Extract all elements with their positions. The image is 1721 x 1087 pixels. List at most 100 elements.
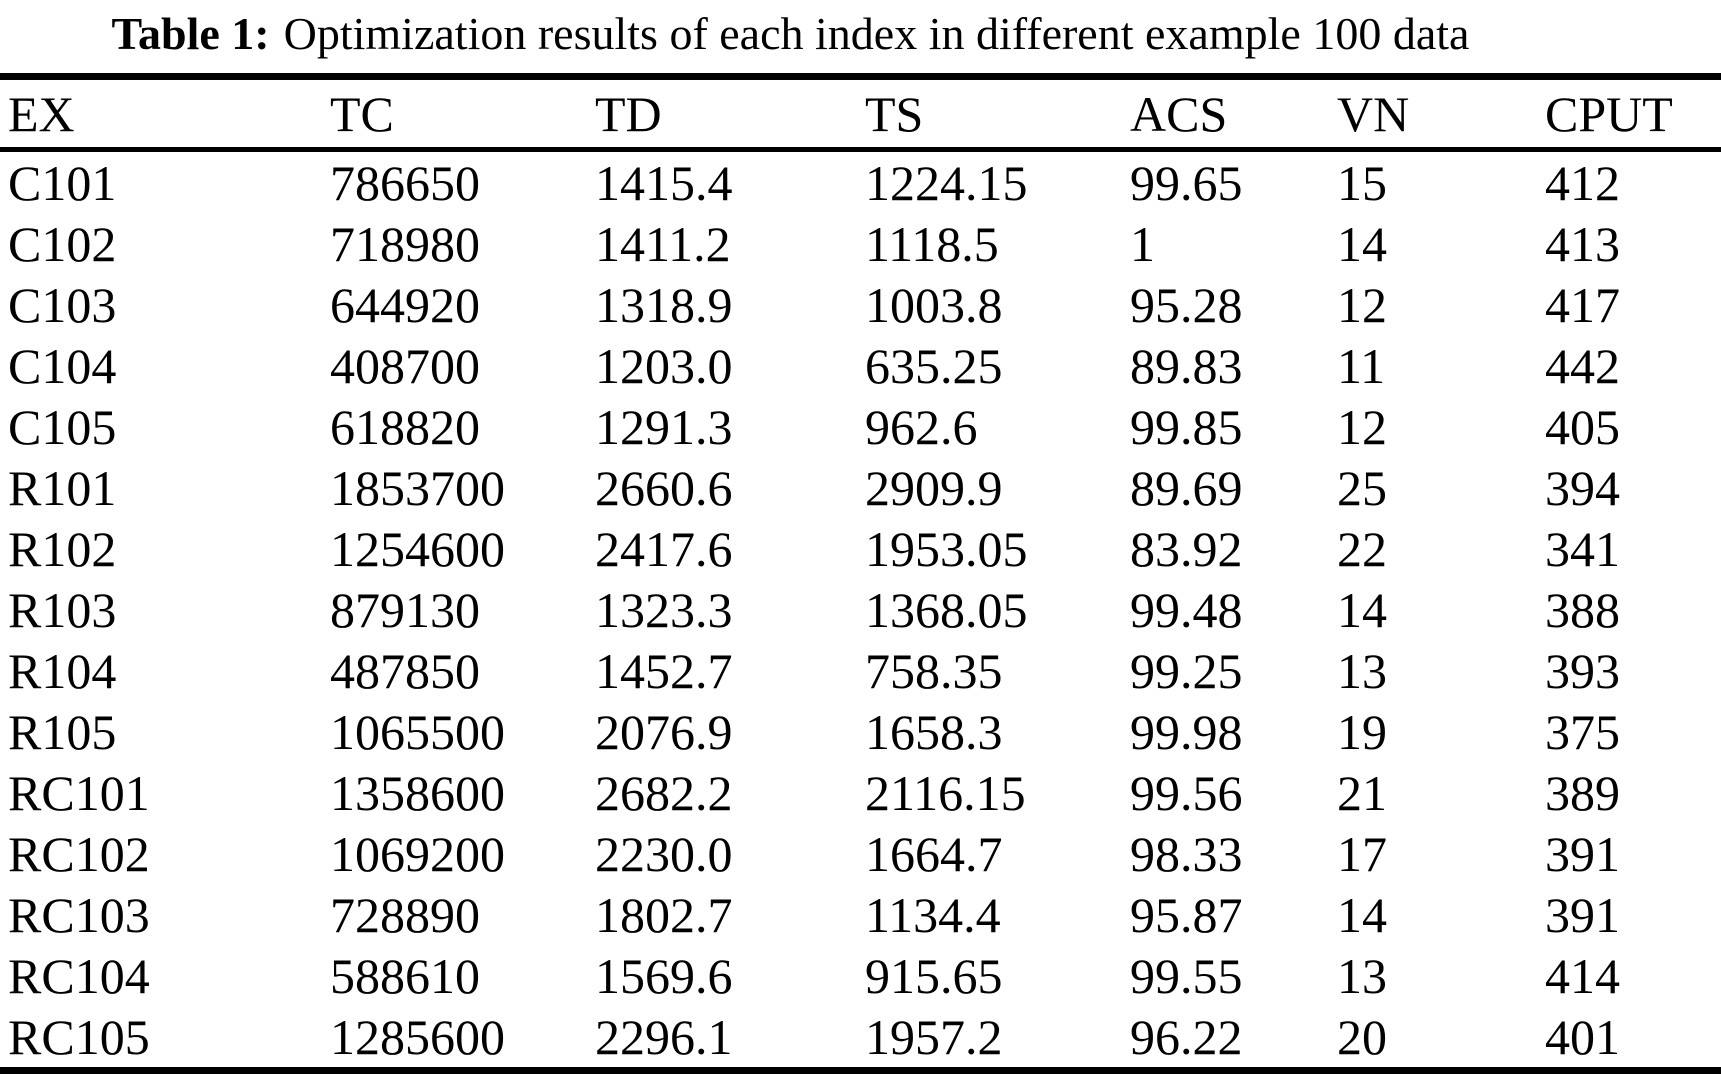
cell-tc: 588610	[330, 947, 480, 1004]
cell-ts: 635.25	[865, 337, 1003, 394]
cell-acs: 99.85	[1130, 398, 1243, 455]
cell-acs: 96.22	[1130, 1008, 1243, 1065]
cell-vn: 22	[1337, 520, 1387, 577]
cell-vn: 13	[1337, 947, 1387, 1004]
cell-tc: 1065500	[330, 703, 505, 760]
cell-vn: 13	[1337, 642, 1387, 699]
cell-cput: 442	[1545, 337, 1620, 394]
table-row: C103 644920 1318.9 1003.8 95.28 12 417	[0, 274, 1721, 335]
table-caption-number: Table 1:	[111, 8, 270, 59]
cell-td: 2296.1	[595, 1008, 733, 1065]
cell-ts: 1224.15	[865, 154, 1028, 211]
cell-vn: 21	[1337, 764, 1387, 821]
table-row: C102 718980 1411.2 1118.5 1 14 413	[0, 213, 1721, 274]
column-header-cput: CPUT	[1545, 76, 1721, 152]
table-row: RC102 1069200 2230.0 1664.7 98.33 17 391	[0, 823, 1721, 884]
cell-acs: 83.92	[1130, 520, 1243, 577]
cell-cput: 391	[1545, 825, 1620, 882]
cell-cput: 389	[1545, 764, 1620, 821]
cell-cput: 405	[1545, 398, 1620, 455]
cell-vn: 25	[1337, 459, 1387, 516]
column-header-td: TD	[595, 76, 865, 152]
cell-tc: 408700	[330, 337, 480, 394]
table-row: RC105 1285600 2296.1 1957.2 96.22 20 401	[0, 1006, 1721, 1071]
cell-ex: C104	[8, 337, 117, 394]
cell-td: 1203.0	[595, 337, 733, 394]
cell-ts: 2909.9	[865, 459, 1003, 516]
cell-vn: 19	[1337, 703, 1387, 760]
cell-cput: 413	[1545, 215, 1620, 272]
cell-acs: 89.69	[1130, 459, 1243, 516]
cell-ex: RC104	[8, 947, 150, 1004]
cell-ex: RC103	[8, 886, 150, 943]
cell-acs: 99.48	[1130, 581, 1243, 638]
cell-ex: C101	[8, 154, 117, 211]
cell-cput: 341	[1545, 520, 1620, 577]
cell-tc: 644920	[330, 276, 480, 333]
cell-vn: 14	[1337, 215, 1387, 272]
table-row: R101 1853700 2660.6 2909.9 89.69 25 394	[0, 457, 1721, 518]
cell-cput: 388	[1545, 581, 1620, 638]
cell-tc: 487850	[330, 642, 480, 699]
cell-acs: 95.87	[1130, 886, 1243, 943]
cell-acs: 99.65	[1130, 154, 1243, 211]
cell-td: 1569.6	[595, 947, 733, 1004]
cell-ts: 1134.4	[865, 886, 1001, 943]
cell-acs: 99.25	[1130, 642, 1243, 699]
cell-ex: RC102	[8, 825, 150, 882]
cell-tc: 618820	[330, 398, 480, 455]
table-row: RC101 1358600 2682.2 2116.15 99.56 21 389	[0, 762, 1721, 823]
cell-ts: 1003.8	[865, 276, 1003, 333]
cell-td: 1291.3	[595, 398, 733, 455]
column-header-tc: TC	[330, 76, 595, 152]
cell-td: 2230.0	[595, 825, 733, 882]
cell-vn: 15	[1337, 154, 1387, 211]
cell-td: 2417.6	[595, 520, 733, 577]
cell-ex: R101	[8, 459, 117, 516]
cell-ts: 758.35	[865, 642, 1003, 699]
cell-td: 2660.6	[595, 459, 733, 516]
cell-ex: R102	[8, 520, 117, 577]
column-header-ex: EX	[0, 76, 330, 152]
cell-ts: 1368.05	[865, 581, 1028, 638]
cell-ex: RC105	[8, 1008, 150, 1065]
table-caption-text: Optimization results of each index in di…	[283, 8, 1470, 59]
cell-td: 1452.7	[595, 642, 733, 699]
cell-acs: 99.56	[1130, 764, 1243, 821]
cell-acs: 99.55	[1130, 947, 1243, 1004]
cell-tc: 1285600	[330, 1008, 505, 1065]
cell-acs: 89.83	[1130, 337, 1243, 394]
cell-acs: 99.98	[1130, 703, 1243, 760]
cell-ts: 962.6	[865, 398, 978, 455]
cell-ex: RC101	[8, 764, 150, 821]
cell-ex: R105	[8, 703, 117, 760]
column-header-ts: TS	[865, 76, 1130, 152]
cell-vn: 14	[1337, 886, 1387, 943]
cell-vn: 17	[1337, 825, 1387, 882]
cell-vn: 11	[1337, 337, 1386, 394]
table-row: R105 1065500 2076.9 1658.3 99.98 19 375	[0, 701, 1721, 762]
cell-cput: 393	[1545, 642, 1620, 699]
cell-ex: R104	[8, 642, 117, 699]
cell-ex: C105	[8, 398, 117, 455]
cell-tc: 1254600	[330, 520, 505, 577]
cell-tc: 879130	[330, 581, 480, 638]
table-row: C101 786650 1415.4 1224.15 99.65 15 412	[0, 150, 1721, 214]
cell-ts: 1953.05	[865, 520, 1028, 577]
cell-acs: 95.28	[1130, 276, 1243, 333]
column-header-vn: VN	[1337, 76, 1545, 152]
cell-cput: 412	[1545, 154, 1620, 211]
cell-tc: 786650	[330, 154, 480, 211]
cell-vn: 20	[1337, 1008, 1387, 1065]
cell-cput: 417	[1545, 276, 1620, 333]
cell-cput: 394	[1545, 459, 1620, 516]
cell-ts: 1658.3	[865, 703, 1003, 760]
cell-cput: 391	[1545, 886, 1620, 943]
cell-tc: 1358600	[330, 764, 505, 821]
table-row: C105 618820 1291.3 962.6 99.85 12 405	[0, 396, 1721, 457]
column-header-acs: ACS	[1130, 76, 1337, 152]
cell-td: 1318.9	[595, 276, 733, 333]
cell-tc: 1069200	[330, 825, 505, 882]
table-row: R102 1254600 2417.6 1953.05 83.92 22 341	[0, 518, 1721, 579]
